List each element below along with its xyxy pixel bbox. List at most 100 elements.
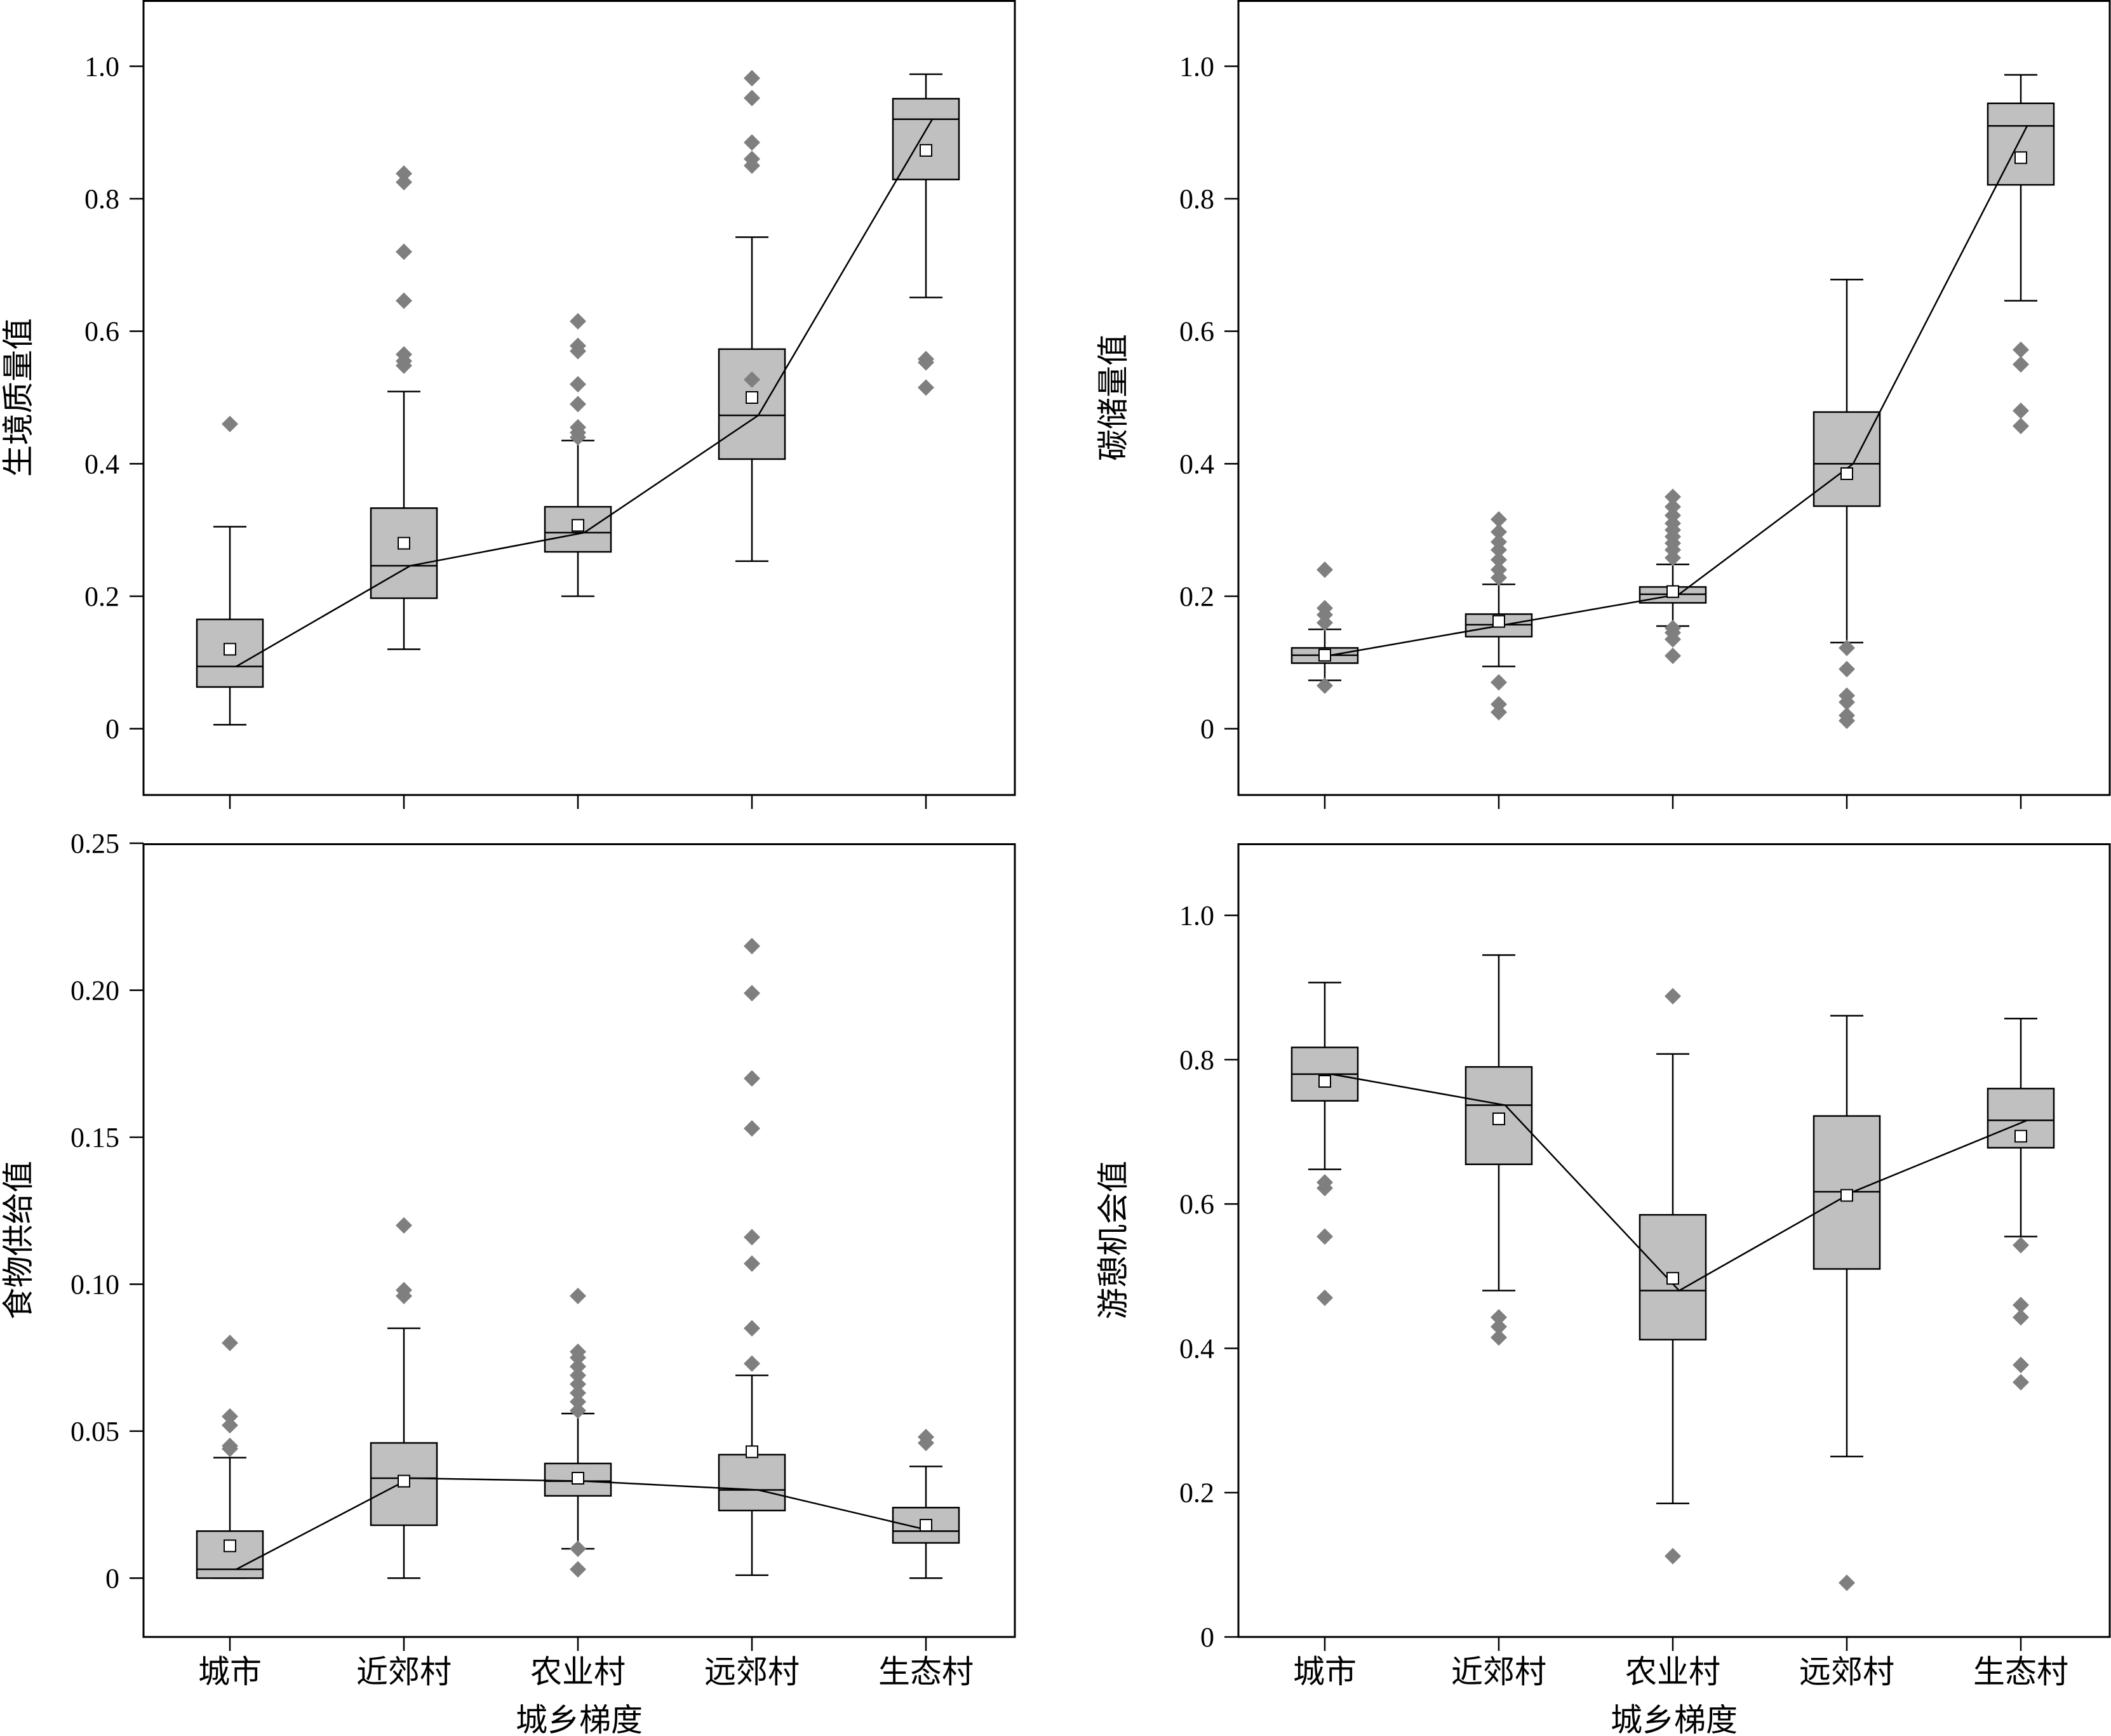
box-4 (718, 70, 786, 562)
outlier-point (744, 70, 760, 87)
box-5 (892, 1429, 960, 1579)
y-tick-label: 0 (105, 1563, 119, 1594)
outlier-point (2013, 341, 2029, 358)
y-tick-label: 0.8 (84, 184, 119, 215)
box-5 (892, 73, 960, 396)
mean-marker (224, 643, 236, 656)
outlier-point (570, 313, 586, 330)
outlier-point (2013, 402, 2029, 419)
x-axis-label: 城乡梯度 (516, 1702, 643, 1736)
outlier-point (1491, 1318, 1507, 1335)
iqr-box (892, 98, 960, 180)
outlier-point (744, 1070, 760, 1087)
y-tick-label: 0.6 (84, 316, 119, 347)
box-2 (370, 165, 438, 650)
outlier-point (744, 150, 760, 168)
outlier-point (2013, 417, 2029, 434)
outlier-point (1665, 987, 1681, 1005)
y-tick-label: 0.4 (1179, 448, 1214, 479)
outlier-point (1665, 507, 1681, 524)
box-3 (1639, 488, 1707, 664)
outlier-point (918, 1429, 934, 1446)
y-tick-label: 1.0 (1179, 900, 1214, 931)
plot-frame (1237, 843, 2111, 1638)
mean-marker (746, 391, 758, 404)
outlier-point (570, 1358, 586, 1375)
median-trend-line (1330, 125, 2028, 657)
y-axis-label: 生境质量值 (0, 318, 37, 477)
outlier-point (918, 379, 934, 396)
y-tick-label: 0.2 (1179, 581, 1214, 612)
y-tick-label: 0.15 (70, 1122, 119, 1153)
outlier-point (570, 1540, 586, 1558)
mean-marker (398, 537, 410, 550)
plot-frame (142, 843, 1016, 1638)
outlier-point (570, 1375, 586, 1392)
outlier-point (570, 376, 586, 393)
mean-marker (1318, 648, 1331, 662)
x-tick-label: 农业村 (530, 1653, 626, 1690)
box-1 (1290, 982, 1359, 1306)
outlier-point (744, 1229, 760, 1246)
outlier-point (570, 1393, 586, 1410)
mean-marker (2014, 1130, 2027, 1143)
median-trend-line (1330, 1073, 2028, 1292)
outlier-point (1839, 707, 1855, 724)
x-tick-label: 城市 (1293, 1653, 1357, 1690)
y-tick-label: 0.20 (70, 975, 119, 1006)
outlier-point (1491, 511, 1507, 528)
y-tick-label: 0.25 (70, 828, 119, 859)
outlier-point (2013, 1297, 2029, 1314)
y-tick-label: 0.10 (70, 1269, 119, 1300)
y-tick-label: 0 (105, 714, 119, 745)
outlier-point (744, 1255, 760, 1272)
outlier-point (396, 1217, 412, 1234)
iqr-box (718, 348, 786, 460)
outlier-point (2013, 356, 2029, 373)
outlier-point (744, 1319, 760, 1337)
x-tick-label: 远郊村 (1799, 1653, 1894, 1690)
y-tick-label: 0.2 (1179, 1478, 1214, 1509)
outlier-point (570, 1384, 586, 1401)
outlier-point (570, 1287, 586, 1304)
box-2 (1464, 954, 1533, 1346)
iqr-box (196, 1530, 264, 1579)
x-tick-label: 远郊村 (704, 1653, 800, 1690)
y-tick-label: 0 (1200, 714, 1214, 745)
outlier-point (1665, 1547, 1681, 1565)
outlier-point (396, 346, 412, 363)
mean-marker (746, 1445, 758, 1459)
x-tick-label: 农业村 (1625, 1653, 1720, 1690)
box-3 (544, 313, 612, 598)
plot-frame (1237, 0, 2111, 796)
outlier-point (1491, 561, 1507, 578)
outlier-point (1317, 1174, 1333, 1191)
outlier-point (396, 173, 412, 190)
y-axis-label: 游憩机会值 (1095, 1161, 1132, 1319)
outlier-point (396, 243, 412, 260)
box-3 (544, 1287, 612, 1578)
box-4 (1813, 279, 1881, 730)
y-tick-label: 0.6 (1179, 316, 1214, 347)
outlier-point (2013, 1309, 2029, 1326)
mean-marker (572, 519, 584, 532)
mean-marker (1318, 1075, 1331, 1088)
outlier-point (2013, 1373, 2029, 1391)
y-tick-label: 0.05 (70, 1416, 119, 1447)
panel-habitat-quality: 生境质量值 0 0.2 0.4 0.6 0.8 1.0 (0, 0, 1016, 809)
mean-marker (1666, 585, 1679, 598)
outlier-point (1317, 1289, 1333, 1306)
outlier-point (396, 1281, 412, 1299)
outlier-point (744, 938, 760, 955)
outlier-point (1839, 687, 1855, 704)
outlier-point (570, 1561, 586, 1578)
outlier-point (2013, 1356, 2029, 1373)
outlier-point (222, 1335, 238, 1352)
outlier-point (744, 371, 760, 388)
outlier-point (1491, 1309, 1507, 1326)
outlier-point (744, 985, 760, 1002)
x-tick-label: 生态村 (878, 1653, 974, 1690)
box-1 (196, 415, 264, 726)
outlier-point (1665, 647, 1681, 664)
